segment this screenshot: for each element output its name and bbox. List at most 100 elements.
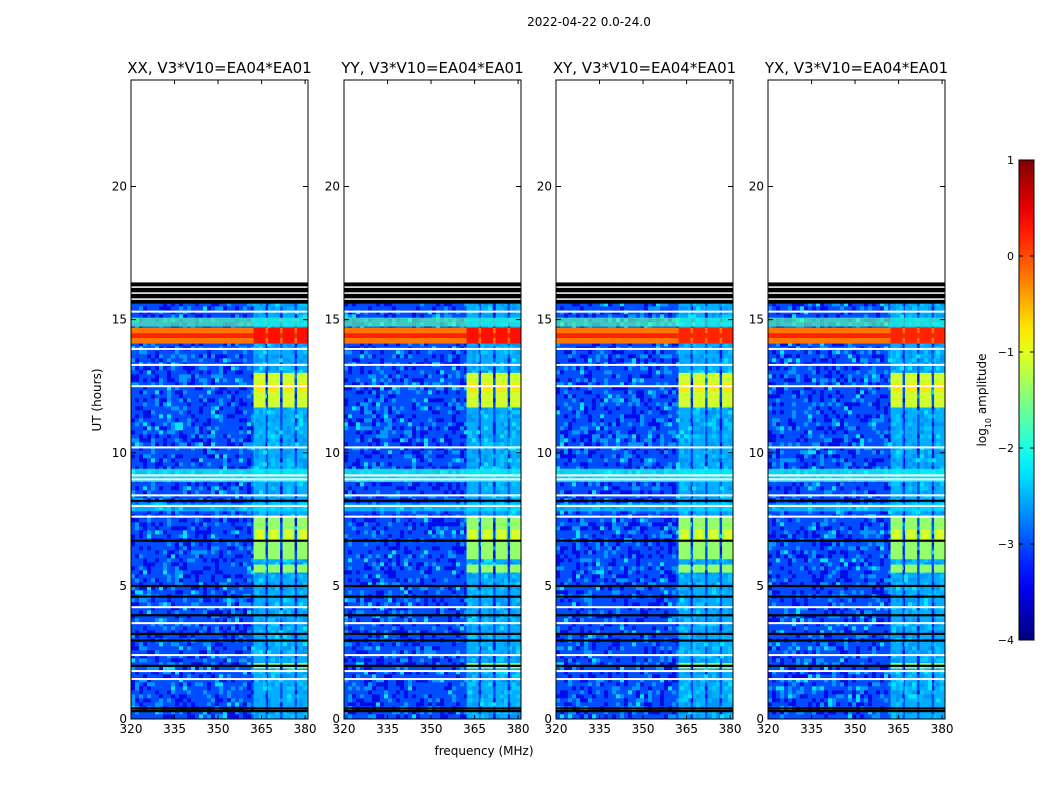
strong-broadband-core (344, 333, 521, 338)
rfi-burst-core (907, 529, 916, 541)
flagged-white-row (556, 478, 733, 481)
x-tick-label: 320 (545, 722, 568, 736)
rfi-burst-core (468, 529, 477, 541)
panel-frame (343, 79, 522, 720)
flagged-white-row (768, 446, 945, 449)
panel-title: YX, V3*V10=EA04*EA01 (764, 59, 948, 77)
flagged-white-row (556, 622, 733, 625)
rfi-burst-core (680, 529, 689, 541)
rfi-burst-core (299, 383, 308, 392)
flagged-black-row (131, 614, 308, 617)
flagged-white-row (131, 385, 308, 388)
y-tick-label: 20 (537, 180, 552, 194)
flagged-stripe (556, 286, 733, 288)
x-tick-label: 350 (632, 722, 655, 736)
flagged-stripe (131, 292, 308, 294)
flagged-black-row (556, 614, 733, 617)
rfi-burst (481, 327, 494, 344)
flagged-white-row (131, 515, 308, 518)
rfi-burst (495, 564, 508, 573)
flagged-white-row (556, 654, 733, 657)
flagged-black-row (344, 614, 521, 617)
flagged-black-row (344, 664, 521, 667)
flagged-white-row (344, 670, 521, 673)
panel-heatmap (344, 282, 521, 719)
rfi-burst (919, 327, 932, 344)
rfi-burst (934, 327, 945, 344)
rfi-burst (268, 327, 281, 344)
broadband-band-8h (768, 503, 945, 512)
flagged-black-row (768, 664, 945, 667)
rfi-burst-core (255, 383, 264, 392)
y-tick-label: 0 (544, 712, 552, 726)
rfi-burst (466, 327, 479, 344)
flagged-white-row (556, 606, 733, 609)
flagged-white-row (344, 474, 521, 477)
flagged-black-row (768, 710, 945, 713)
y-tick-label: 20 (112, 180, 127, 194)
rfi-burst (282, 327, 295, 344)
flagged-white-row (556, 505, 733, 507)
y-tick-label: 15 (325, 313, 340, 327)
flagged-stripe (768, 286, 945, 288)
flagged-white-row (344, 494, 521, 497)
flagged-white-row (344, 606, 521, 609)
broadband-band-8h (344, 503, 521, 512)
flagged-white-row (131, 622, 308, 625)
flagged-white-row (556, 670, 733, 673)
figure-title: 2022-04-22 0.0-24.0 (527, 15, 651, 29)
flagged-white-row (556, 678, 733, 681)
flagged-black-row (131, 707, 308, 710)
x-tick-label: 320 (757, 722, 780, 736)
rfi-burst-core (497, 383, 506, 392)
rfi-burst (253, 564, 266, 573)
broadband-band-8h (131, 503, 308, 512)
rfi-burst (282, 564, 295, 573)
colorbar-tick-label: 0 (1007, 250, 1014, 263)
rfi-burst-core (284, 529, 293, 541)
x-tick-label: 350 (420, 722, 443, 736)
flagged-white-row (131, 494, 308, 497)
broadband-halo (556, 317, 733, 327)
flagged-black-row (556, 499, 733, 502)
panel-3: XY, V3*V10=EA04*EA01 320 335 350 365 380 0 5 10 1… (537, 59, 742, 736)
rfi-burst (722, 564, 733, 573)
broadband-halo (344, 317, 521, 327)
broadband-halo (131, 317, 308, 327)
flagged-black-row (768, 707, 945, 710)
rfi-burst (297, 564, 308, 573)
flagged-stripe (556, 298, 733, 300)
rfi-burst-core (497, 529, 506, 541)
x-tick-label: 380 (507, 722, 530, 736)
rfi-burst-core (724, 529, 733, 541)
x-tick-label: 320 (333, 722, 356, 736)
rfi-burst-core (936, 529, 945, 541)
flagged-white-row (131, 363, 308, 366)
flagged-black-row (131, 664, 308, 667)
x-tick-label: 365 (887, 722, 910, 736)
flagged-white-row (768, 347, 945, 350)
flagged-white-row (131, 678, 308, 681)
rfi-burst (466, 564, 479, 573)
flagged-white-row (768, 494, 945, 497)
flagged-black-row (344, 639, 521, 642)
y-tick-label: 0 (119, 712, 127, 726)
flagged-black-row (344, 584, 521, 588)
flagged-black-row (556, 664, 733, 667)
rfi-burst-core (892, 529, 901, 541)
panel-heatmap (556, 282, 733, 719)
rfi-burst (722, 327, 733, 344)
rfi-burst-core (299, 529, 308, 541)
flagged-stripe (768, 292, 945, 294)
flagged-white-row (344, 515, 521, 518)
strong-broadband-core (131, 333, 308, 338)
flagged-white-row (768, 474, 945, 477)
rfi-burst (707, 327, 720, 344)
x-tick-label: 365 (675, 722, 698, 736)
x-tick-label: 350 (844, 722, 867, 736)
rfi-burst-core (907, 383, 916, 392)
y-axis-label: UT (hours) (90, 368, 104, 431)
panel-frame (130, 79, 309, 720)
y-tick-label: 10 (537, 446, 552, 460)
panel-heatmap (131, 282, 308, 719)
